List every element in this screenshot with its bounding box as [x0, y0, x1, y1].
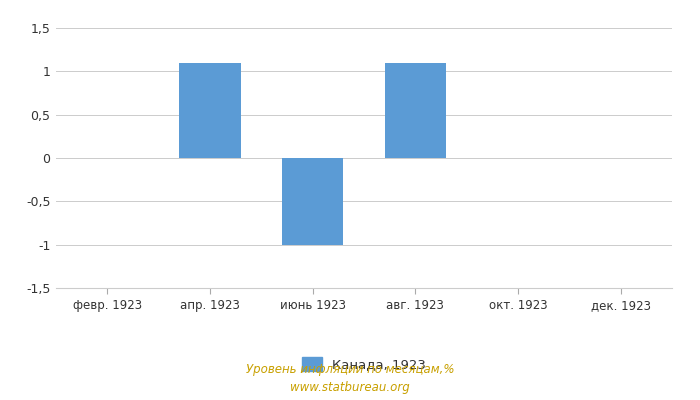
Bar: [179, 63, 241, 158]
Legend: Канада, 1923: Канада, 1923: [297, 352, 431, 376]
Bar: [384, 63, 446, 158]
Text: Уровень инфляции по месяцам,%: Уровень инфляции по месяцам,%: [246, 364, 454, 376]
Bar: [282, 158, 344, 245]
Text: www.statbureau.org: www.statbureau.org: [290, 382, 410, 394]
